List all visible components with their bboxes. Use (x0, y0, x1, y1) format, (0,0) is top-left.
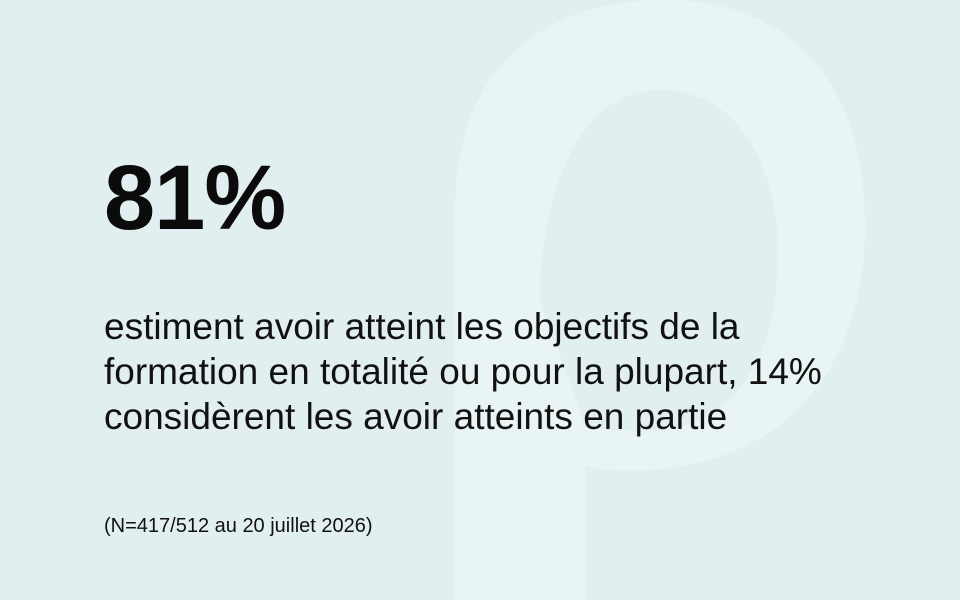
stat-value: 81% (104, 147, 286, 249)
stat-description: estiment avoir atteint les objectifs de … (104, 306, 822, 437)
sample-size-note: (N=417/512 au 20 juillet 2026) (104, 515, 373, 537)
